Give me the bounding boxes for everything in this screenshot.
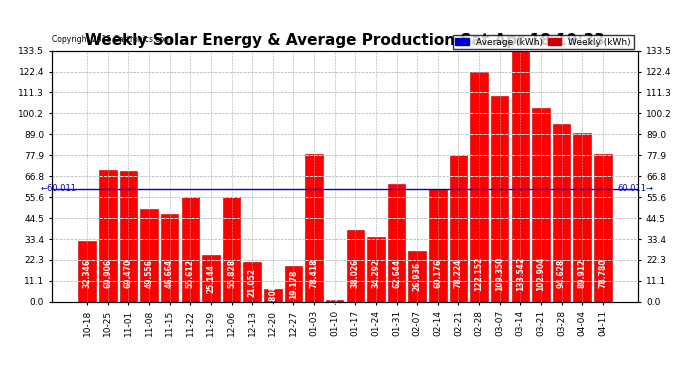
Text: 55.828: 55.828 <box>227 259 236 288</box>
Text: 34.292: 34.292 <box>371 259 380 288</box>
Text: 78.224: 78.224 <box>454 259 463 288</box>
Bar <box>202 255 219 302</box>
Text: 133.542: 133.542 <box>516 256 525 291</box>
Text: 49.556: 49.556 <box>144 259 154 288</box>
Bar <box>408 251 426 302</box>
Text: 69.906: 69.906 <box>104 259 112 288</box>
Text: Copyright 2015 Cartronics.com: Copyright 2015 Cartronics.com <box>52 35 171 44</box>
Text: 60.176: 60.176 <box>433 259 442 288</box>
Text: 62.644: 62.644 <box>392 259 401 288</box>
Bar <box>223 197 240 302</box>
Bar <box>429 189 446 302</box>
Text: 55.612: 55.612 <box>186 259 195 288</box>
Text: 32.346: 32.346 <box>83 259 92 288</box>
Text: 94.628: 94.628 <box>557 259 566 288</box>
Text: 109.350: 109.350 <box>495 256 504 291</box>
Bar <box>594 154 611 302</box>
Text: 60.011→: 60.011→ <box>618 184 653 194</box>
Text: 78.418: 78.418 <box>310 259 319 288</box>
Bar <box>326 300 344 302</box>
Text: 21.052: 21.052 <box>248 268 257 297</box>
Bar <box>573 133 591 302</box>
Bar <box>553 124 571 302</box>
Bar <box>99 170 117 302</box>
Text: 122.152: 122.152 <box>475 256 484 291</box>
Bar <box>511 51 529 302</box>
Text: ←60.011: ←60.011 <box>41 184 77 194</box>
Bar <box>346 230 364 302</box>
Text: 25.144: 25.144 <box>206 264 215 293</box>
Bar <box>79 241 96 302</box>
Text: 89.912: 89.912 <box>578 259 586 288</box>
Bar <box>388 184 405 302</box>
Bar <box>305 154 323 302</box>
Text: 1.030: 1.030 <box>331 289 339 313</box>
Bar <box>119 171 137 302</box>
Bar <box>140 209 158 302</box>
Text: 46.664: 46.664 <box>165 259 174 288</box>
Text: 102.904: 102.904 <box>536 256 546 291</box>
Text: 69.470: 69.470 <box>124 259 133 288</box>
Bar <box>471 72 488 302</box>
Text: 6.808: 6.808 <box>268 284 277 308</box>
Bar <box>264 289 282 302</box>
Bar <box>532 108 550 302</box>
Text: 78.780: 78.780 <box>598 259 607 288</box>
Legend: Average (kWh), Weekly (kWh): Average (kWh), Weekly (kWh) <box>453 35 633 50</box>
Text: 26.936: 26.936 <box>413 262 422 291</box>
Bar <box>181 197 199 302</box>
Text: 19.178: 19.178 <box>289 269 298 298</box>
Bar <box>450 154 467 302</box>
Text: 38.026: 38.026 <box>351 259 359 288</box>
Bar <box>285 266 302 302</box>
Bar <box>491 96 509 302</box>
Bar <box>244 262 261 302</box>
Title: Weekly Solar Energy & Average Production Sat Apr 18 19:33: Weekly Solar Energy & Average Production… <box>85 33 605 48</box>
Bar <box>161 214 179 302</box>
Bar <box>367 237 385 302</box>
